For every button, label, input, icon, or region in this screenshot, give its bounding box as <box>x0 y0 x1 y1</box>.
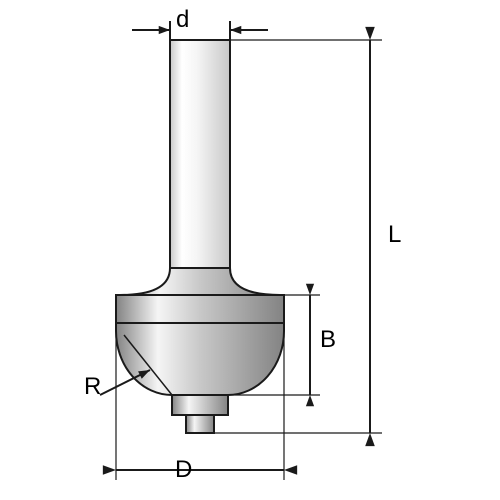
label-d: d <box>176 6 189 34</box>
router-bit-drawing <box>0 0 500 500</box>
label-L: L <box>388 221 401 249</box>
label-D: D <box>175 456 192 484</box>
label-R: R <box>84 373 101 401</box>
label-B: B <box>320 326 336 354</box>
diagram-canvas: d L B D R <box>0 0 500 500</box>
